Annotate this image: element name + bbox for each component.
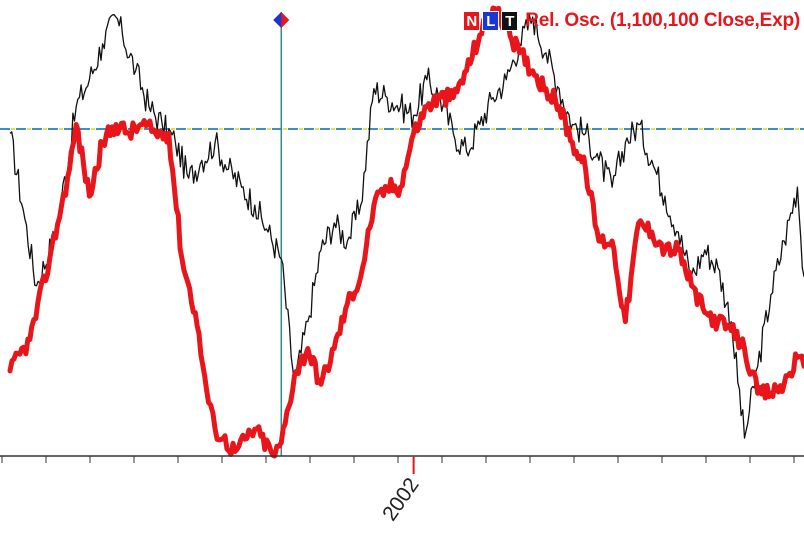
- series-line-red: [7, 5, 804, 459]
- legend-series-label: Rel. Osc. (1,100,100 Close,Exp): [525, 10, 800, 31]
- x-tick-label: 2002: [378, 474, 424, 525]
- legend-button-n[interactable]: N: [463, 11, 481, 31]
- x-axis: 2002: [0, 455, 804, 525]
- cursor-diamond-icon[interactable]: [273, 12, 290, 28]
- legend-button-l[interactable]: L: [482, 11, 500, 31]
- series-line-black: [9, 14, 804, 439]
- legend-button-t[interactable]: T: [501, 11, 519, 31]
- series-group: [7, 5, 804, 459]
- legend: N L T Rel. Osc. (1,100,100 Close,Exp): [463, 8, 800, 34]
- cursor-group: [273, 12, 290, 456]
